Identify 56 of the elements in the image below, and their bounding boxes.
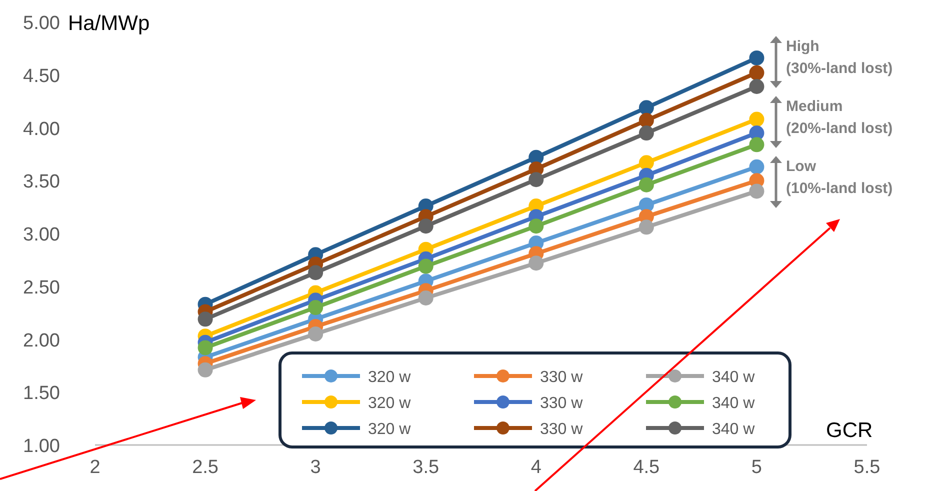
point — [308, 265, 324, 280]
point — [528, 172, 544, 188]
point — [638, 220, 654, 235]
point — [749, 65, 764, 80]
point — [418, 258, 434, 274]
y-tick-label: 4.00 — [23, 118, 60, 140]
legend-label: 330 w — [540, 421, 584, 438]
x-tick-label: 2.5 — [192, 457, 218, 478]
point — [749, 50, 764, 66]
x-tick-label: 4.5 — [633, 457, 660, 478]
point — [198, 340, 213, 356]
point — [418, 290, 434, 306]
y-tick-label: 2.00 — [23, 330, 60, 352]
point — [638, 112, 654, 128]
x-tick-label: 5 — [751, 457, 762, 478]
point — [638, 155, 654, 170]
x-tick-label: 5.5 — [854, 457, 880, 478]
legend-label: 330 w — [540, 369, 584, 386]
point — [749, 137, 764, 152]
y-tick-label: 4.50 — [23, 66, 60, 87]
y-tick-label: 5.00 — [23, 13, 60, 34]
annotation: High (30%-land lost) — [786, 38, 893, 77]
x-tick-label: 3 — [310, 457, 321, 478]
y-tick-label: 2.50 — [23, 277, 60, 298]
point — [749, 184, 764, 199]
y-tick-label: 1.00 — [23, 436, 60, 457]
x-tick-label: 2 — [90, 457, 100, 478]
x-axis-title: GCR — [826, 419, 873, 442]
y-axis-title: Ha/MWp — [68, 12, 150, 35]
point — [528, 256, 544, 271]
point — [638, 126, 654, 141]
annotation: Low (10%-land lost) — [786, 158, 893, 197]
point — [749, 159, 764, 174]
legend-label: 340 w — [712, 395, 756, 412]
point — [749, 79, 764, 94]
point — [308, 300, 324, 316]
point — [418, 218, 434, 234]
point — [638, 100, 654, 116]
x-tick-label: 4 — [530, 457, 542, 478]
y-tick-label: 3.50 — [23, 172, 60, 193]
x-tick-label: 3.5 — [412, 457, 440, 478]
point — [638, 177, 654, 192]
point — [198, 362, 213, 378]
legend-label: 340 w — [712, 369, 756, 386]
point — [198, 312, 213, 327]
legend-label: 320 w — [368, 369, 412, 386]
legend-label: 340 w — [712, 421, 756, 438]
point — [308, 326, 324, 342]
legend-label: 330 w — [540, 395, 584, 412]
legend-label: 320 w — [368, 395, 412, 412]
y-tick-label: 1.50 — [23, 383, 60, 404]
point — [528, 218, 544, 234]
legend-label: 320 w — [368, 421, 412, 438]
annotation: Medium (20%-land lost) — [786, 98, 893, 137]
point — [749, 112, 764, 127]
y-tick-label: 3.00 — [23, 224, 60, 246]
